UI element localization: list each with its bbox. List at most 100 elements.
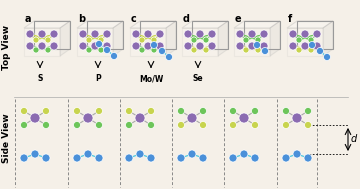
Circle shape xyxy=(283,108,289,115)
Circle shape xyxy=(147,154,155,162)
Circle shape xyxy=(42,122,50,129)
Text: Top View: Top View xyxy=(3,24,12,70)
Text: f: f xyxy=(288,14,292,24)
Circle shape xyxy=(50,42,58,50)
Circle shape xyxy=(151,37,157,43)
Circle shape xyxy=(156,42,164,50)
Circle shape xyxy=(301,30,309,38)
Circle shape xyxy=(30,113,40,123)
Circle shape xyxy=(139,37,145,43)
Circle shape xyxy=(45,37,51,43)
Circle shape xyxy=(236,42,244,50)
Circle shape xyxy=(136,150,144,158)
Polygon shape xyxy=(218,21,228,56)
Circle shape xyxy=(308,47,314,53)
Text: b: b xyxy=(78,14,85,24)
Circle shape xyxy=(158,47,166,54)
Circle shape xyxy=(309,42,315,49)
Circle shape xyxy=(191,47,197,53)
Circle shape xyxy=(126,122,132,129)
Circle shape xyxy=(103,30,111,38)
Polygon shape xyxy=(113,21,123,56)
Circle shape xyxy=(91,42,99,50)
Polygon shape xyxy=(166,21,176,56)
Circle shape xyxy=(184,42,192,50)
Circle shape xyxy=(243,47,249,53)
Circle shape xyxy=(184,30,192,38)
Circle shape xyxy=(91,30,99,38)
Circle shape xyxy=(177,108,185,115)
Polygon shape xyxy=(24,28,60,56)
Circle shape xyxy=(26,30,34,38)
Circle shape xyxy=(84,150,92,158)
Circle shape xyxy=(104,46,111,53)
Circle shape xyxy=(151,47,157,53)
Circle shape xyxy=(196,30,204,38)
Circle shape xyxy=(98,37,104,43)
Circle shape xyxy=(21,108,27,115)
Circle shape xyxy=(86,47,92,53)
Circle shape xyxy=(293,150,301,158)
Circle shape xyxy=(95,154,103,162)
Circle shape xyxy=(240,150,248,158)
Text: Side View: Side View xyxy=(3,113,12,163)
Circle shape xyxy=(260,42,268,50)
Circle shape xyxy=(26,42,34,50)
Circle shape xyxy=(144,42,152,50)
Polygon shape xyxy=(270,21,280,56)
Polygon shape xyxy=(323,21,333,56)
Text: Se: Se xyxy=(193,74,203,83)
Circle shape xyxy=(73,108,81,115)
Circle shape xyxy=(150,42,158,49)
Circle shape xyxy=(83,113,93,123)
Polygon shape xyxy=(60,21,70,56)
Circle shape xyxy=(95,108,103,115)
Polygon shape xyxy=(287,28,323,56)
Circle shape xyxy=(282,154,290,162)
Circle shape xyxy=(208,30,216,38)
Polygon shape xyxy=(130,21,176,28)
Text: Mo/W: Mo/W xyxy=(139,74,163,83)
Circle shape xyxy=(50,30,58,38)
Text: P: P xyxy=(95,74,101,83)
Circle shape xyxy=(324,53,330,60)
Circle shape xyxy=(144,30,152,38)
Polygon shape xyxy=(24,21,70,28)
Circle shape xyxy=(313,30,321,38)
Circle shape xyxy=(289,30,297,38)
Text: d: d xyxy=(351,135,357,145)
Circle shape xyxy=(199,108,207,115)
Circle shape xyxy=(255,37,261,43)
Circle shape xyxy=(132,42,140,50)
Circle shape xyxy=(255,47,261,53)
Circle shape xyxy=(230,108,237,115)
Circle shape xyxy=(252,122,258,129)
Circle shape xyxy=(73,122,81,129)
Circle shape xyxy=(148,122,154,129)
Circle shape xyxy=(316,47,324,54)
Text: a: a xyxy=(25,14,32,24)
Circle shape xyxy=(248,30,256,38)
Circle shape xyxy=(308,37,314,43)
Circle shape xyxy=(31,150,39,158)
Circle shape xyxy=(243,37,249,43)
Circle shape xyxy=(292,113,302,123)
Circle shape xyxy=(296,47,302,53)
Circle shape xyxy=(166,53,172,60)
Circle shape xyxy=(126,108,132,115)
Circle shape xyxy=(283,122,289,129)
Polygon shape xyxy=(287,21,333,28)
Circle shape xyxy=(95,40,103,47)
Circle shape xyxy=(296,37,302,43)
Polygon shape xyxy=(182,21,228,28)
Polygon shape xyxy=(234,28,270,56)
Circle shape xyxy=(38,30,46,38)
Circle shape xyxy=(239,113,249,123)
Circle shape xyxy=(139,47,145,53)
Polygon shape xyxy=(77,28,113,56)
Circle shape xyxy=(135,113,145,123)
Circle shape xyxy=(111,53,117,60)
Circle shape xyxy=(177,122,185,129)
Circle shape xyxy=(196,42,204,50)
Circle shape xyxy=(79,30,87,38)
